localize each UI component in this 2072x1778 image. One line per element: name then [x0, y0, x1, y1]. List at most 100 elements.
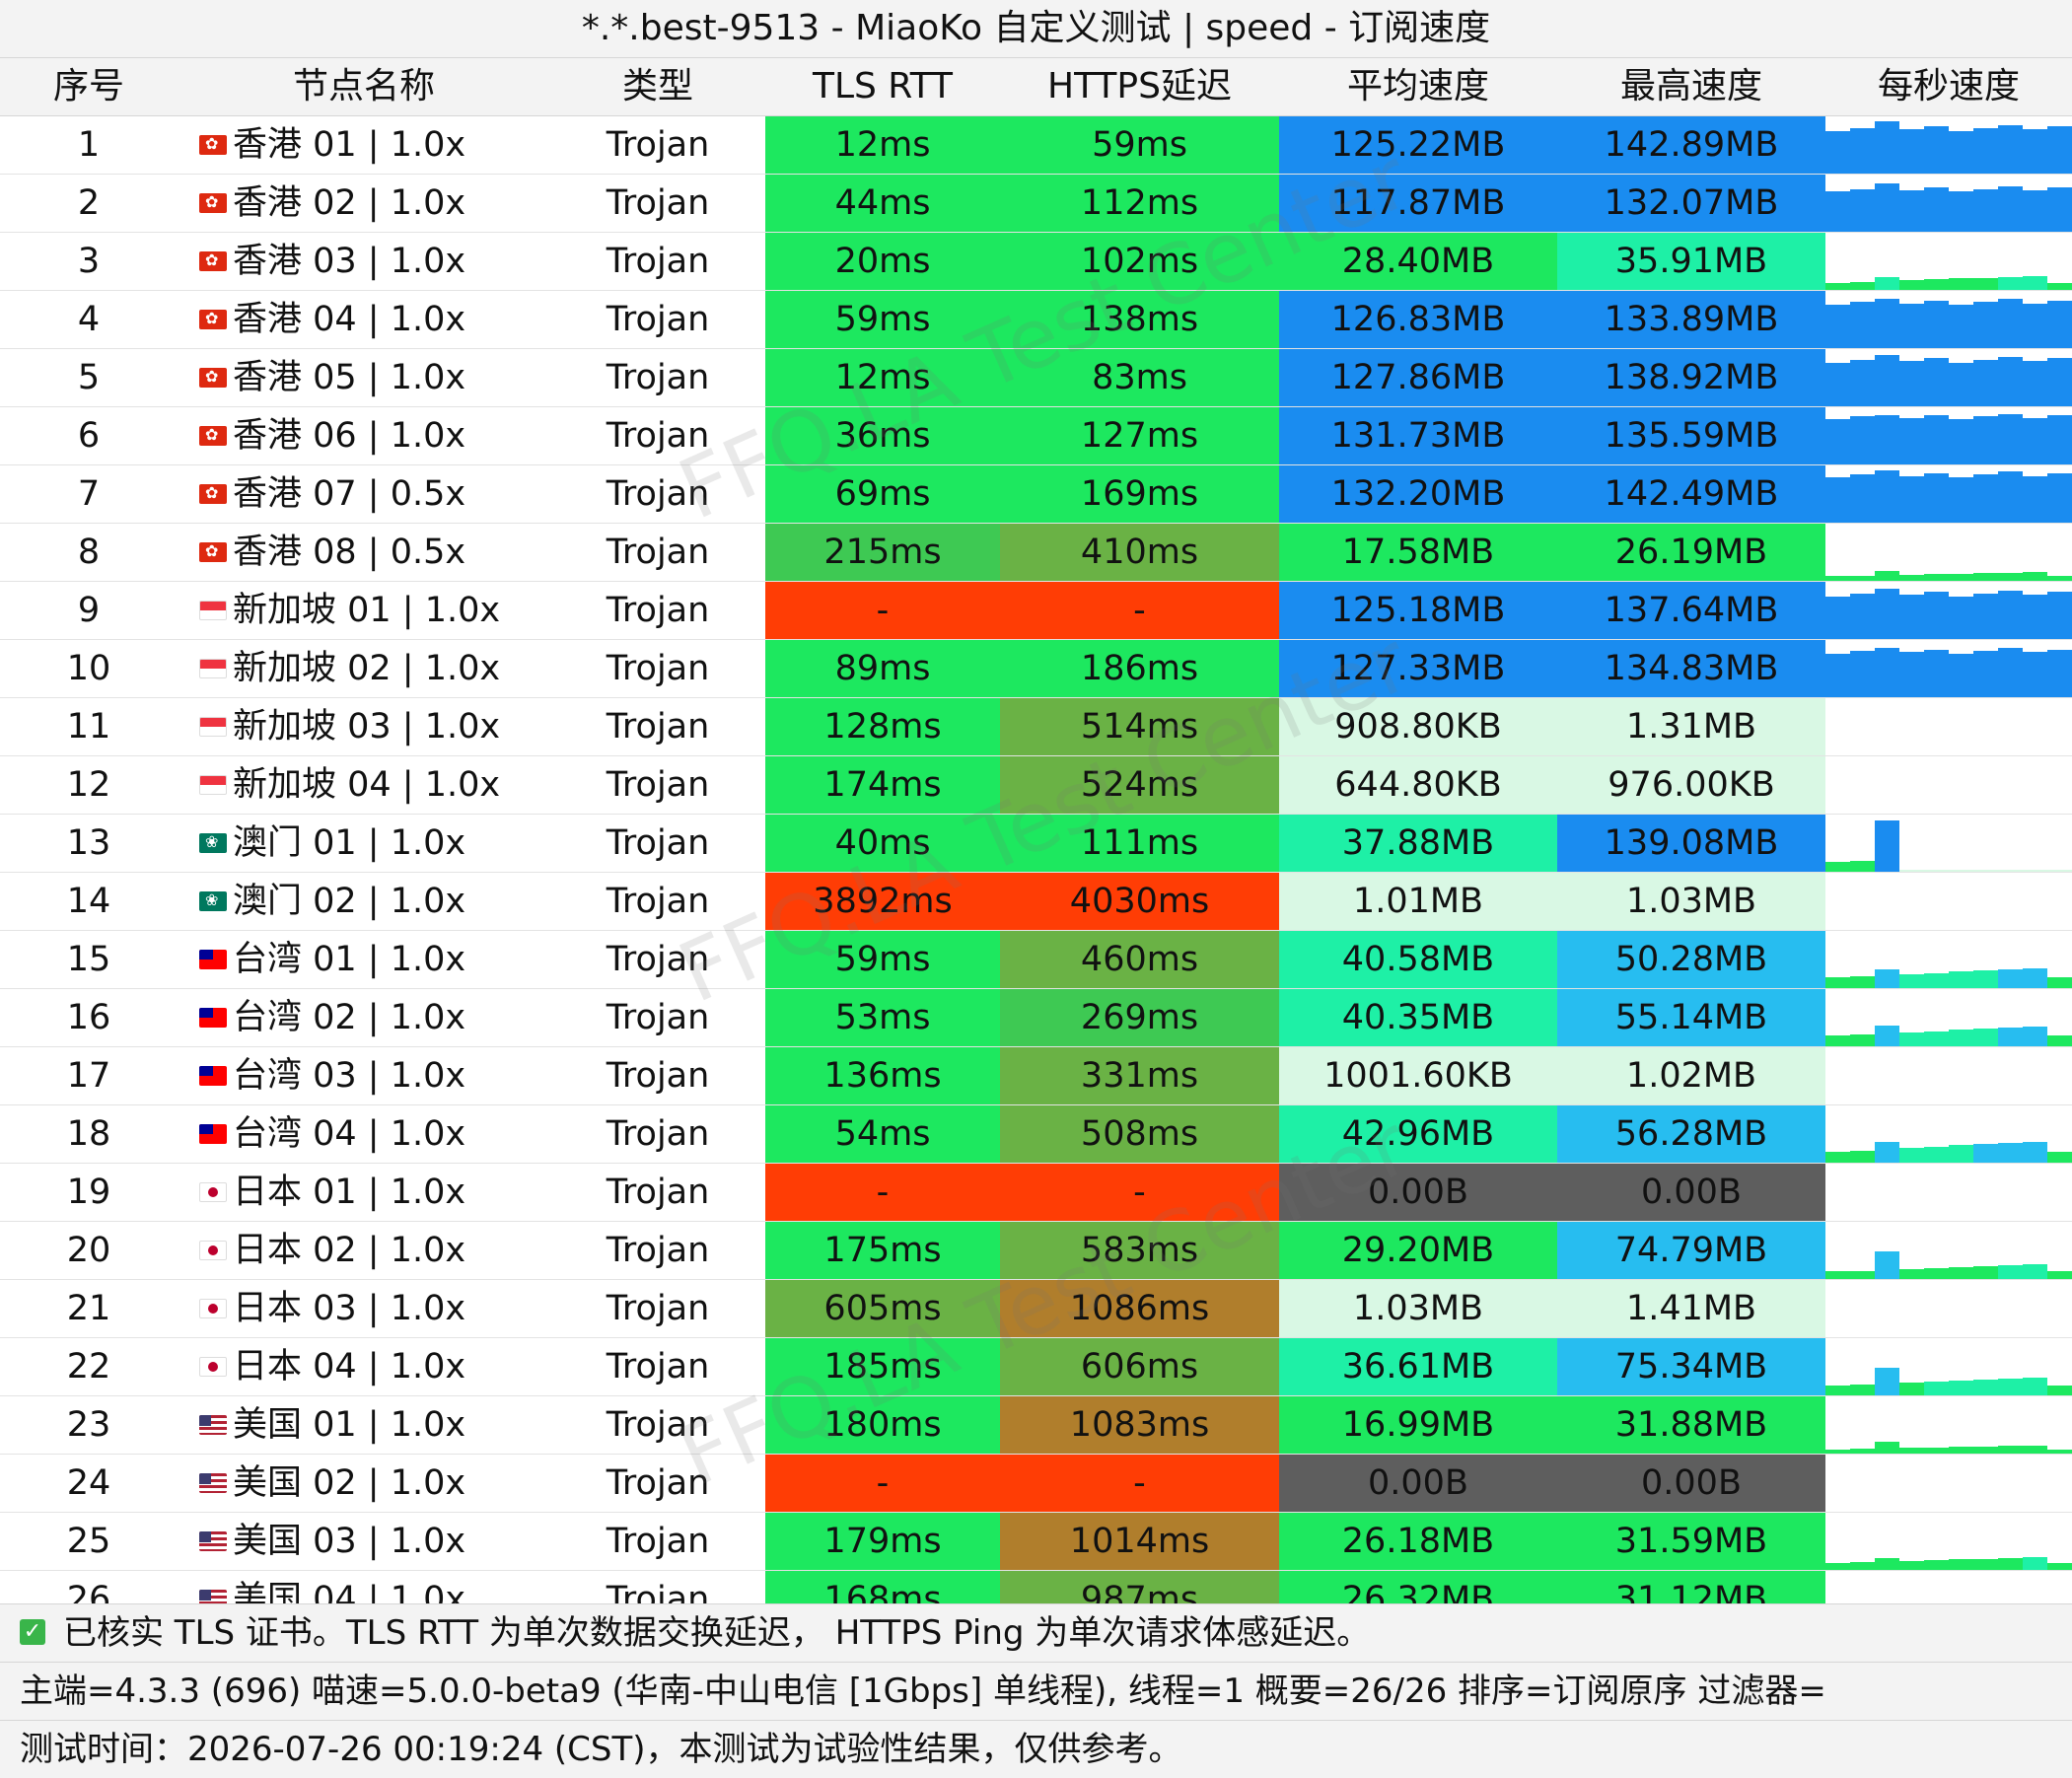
speed-bar — [1825, 191, 1850, 232]
speed-bar — [1899, 652, 1924, 697]
node-type: Trojan — [606, 242, 710, 281]
per-second-speed-sparkline — [1825, 1455, 2072, 1512]
speed-bar — [1949, 596, 1973, 639]
node-name-text: 美国 02 | 1.0x — [233, 1463, 466, 1503]
per-second-speed-sparkline — [1825, 1222, 2072, 1279]
speed-bar — [1949, 1145, 1973, 1163]
row-index: 23 — [66, 1405, 111, 1445]
https-latency-cell: 83ms — [1000, 349, 1279, 406]
node-name-text: 香港 02 | 1.0x — [233, 183, 466, 223]
table-row: 12 新加坡 04 | 1.0x Trojan 174ms 524ms 644.80KB 9… — [0, 756, 2072, 815]
node-name: 美国 02 | 1.0x — [178, 1455, 550, 1512]
row-index: 16 — [66, 998, 111, 1037]
speed-bar — [1949, 419, 1973, 464]
header-max-speed: 最高速度 — [1619, 66, 1762, 107]
node-type: Trojan — [606, 416, 710, 456]
speed-bar — [1850, 861, 1875, 872]
node-type: Trojan — [606, 1289, 710, 1328]
speed-bar — [1924, 1146, 1949, 1163]
speed-bar — [1850, 359, 1875, 406]
speed-bar — [1973, 870, 1998, 872]
per-second-speed-sparkline — [1825, 175, 2072, 232]
speed-bar — [1825, 596, 1850, 639]
flag-mo-icon — [199, 833, 227, 853]
node-name-text: 新加坡 04 | 1.0x — [233, 765, 501, 805]
row-index: 14 — [66, 882, 111, 921]
speed-bar — [1924, 126, 1949, 174]
https-latency-cell: 102ms — [1000, 233, 1279, 290]
speed-bar — [1825, 477, 1850, 523]
node-name: 澳门 02 | 1.0x — [178, 873, 550, 930]
speed-bar — [2047, 977, 2072, 988]
speed-bar — [1973, 1379, 1998, 1395]
node-name: 美国 01 | 1.0x — [178, 1396, 550, 1454]
node-name: 台湾 02 | 1.0x — [178, 989, 550, 1046]
speed-bar — [1998, 1142, 2023, 1163]
speed-bar — [1875, 182, 1899, 232]
node-name-text: 香港 05 | 1.0x — [233, 358, 466, 397]
speed-bar — [2023, 475, 2047, 523]
speed-bar — [1850, 575, 1875, 581]
flag-jp-icon — [199, 1357, 227, 1377]
speed-bar — [2047, 592, 2072, 639]
table-row: 25 美国 03 | 1.0x Trojan 179ms 1014ms 26.18MB 31… — [0, 1513, 2072, 1571]
speed-bar — [2047, 1151, 2072, 1163]
table-row: 6 香港 06 | 1.0x Trojan 36ms127ms131.73MB135.… — [0, 407, 2072, 465]
speed-bar — [1850, 1449, 1875, 1454]
speed-bar — [2023, 1264, 2047, 1279]
speed-bar — [2023, 129, 2047, 174]
https-latency-cell: 4030ms — [1000, 873, 1279, 930]
speed-bar — [1850, 1034, 1875, 1046]
speed-bar — [2023, 652, 2047, 697]
speed-bar — [1924, 187, 1949, 232]
https-latency-cell: 269ms — [1000, 989, 1279, 1046]
tls-rtt-cell: 215ms — [765, 524, 1000, 581]
result-table-body: 1香港 01 | 1.0xTrojan12ms59ms125.22MB142.8… — [0, 116, 2072, 1629]
https-latency-cell: 514ms — [1000, 698, 1279, 755]
node-type: Trojan — [606, 533, 710, 572]
table-row: 5 香港 05 | 1.0x Trojan 12ms83ms127.86MB138.9… — [0, 349, 2072, 407]
row-index: 20 — [66, 1231, 111, 1270]
max-speed-cell: 31.59MB — [1557, 1513, 1825, 1570]
row-index: 25 — [66, 1522, 111, 1561]
row-index: 19 — [66, 1173, 111, 1212]
flag-jp-icon — [199, 1241, 227, 1260]
node-type: Trojan — [606, 765, 710, 805]
speed-bar — [1875, 469, 1899, 523]
speed-bar — [1899, 129, 1924, 174]
avg-speed-cell: 908.80KB — [1279, 698, 1557, 755]
speed-bar — [1850, 188, 1875, 232]
speed-bar — [2047, 126, 2072, 174]
speed-bar — [1973, 1144, 1998, 1163]
avg-speed-cell: 42.96MB — [1279, 1105, 1557, 1163]
speed-bar — [1825, 1271, 1850, 1279]
avg-speed-cell: 29.20MB — [1279, 1222, 1557, 1279]
speed-bar — [1875, 1142, 1899, 1163]
speed-bar — [1825, 576, 1850, 581]
node-name: 香港 05 | 1.0x — [178, 349, 550, 406]
max-speed-cell: 31.88MB — [1557, 1396, 1825, 1454]
speed-bar — [2047, 1386, 2072, 1395]
node-name: 新加坡 01 | 1.0x — [178, 582, 550, 639]
speed-bar — [1949, 1030, 1973, 1046]
speed-bar — [2023, 189, 2047, 232]
speed-bar — [1973, 970, 1998, 988]
https-latency-cell: 1083ms — [1000, 1396, 1279, 1454]
speed-bar — [2023, 361, 2047, 406]
https-latency-cell: 112ms — [1000, 175, 1279, 232]
avg-speed-cell: 125.22MB — [1279, 116, 1557, 174]
table-row: 11 新加坡 03 | 1.0x Trojan 128ms 514ms 908.80KB 1… — [0, 698, 2072, 756]
node-name: 澳门 01 | 1.0x — [178, 815, 550, 872]
node-type: Trojan — [606, 1173, 710, 1212]
speed-bar — [2023, 1377, 2047, 1395]
https-latency-cell: 508ms — [1000, 1105, 1279, 1163]
speed-bar — [1973, 359, 1998, 406]
max-speed-cell: 134.83MB — [1557, 640, 1825, 697]
speed-bar — [1924, 300, 1949, 348]
row-index: 9 — [77, 591, 101, 630]
node-type: Trojan — [606, 1056, 710, 1096]
flag-tw-icon — [199, 1124, 227, 1144]
table-row: 2 香港 02 | 1.0x Trojan 44ms112ms117.87MB132.… — [0, 175, 2072, 233]
tls-rtt-cell: 12ms — [765, 349, 1000, 406]
speed-bar — [1998, 185, 2023, 232]
